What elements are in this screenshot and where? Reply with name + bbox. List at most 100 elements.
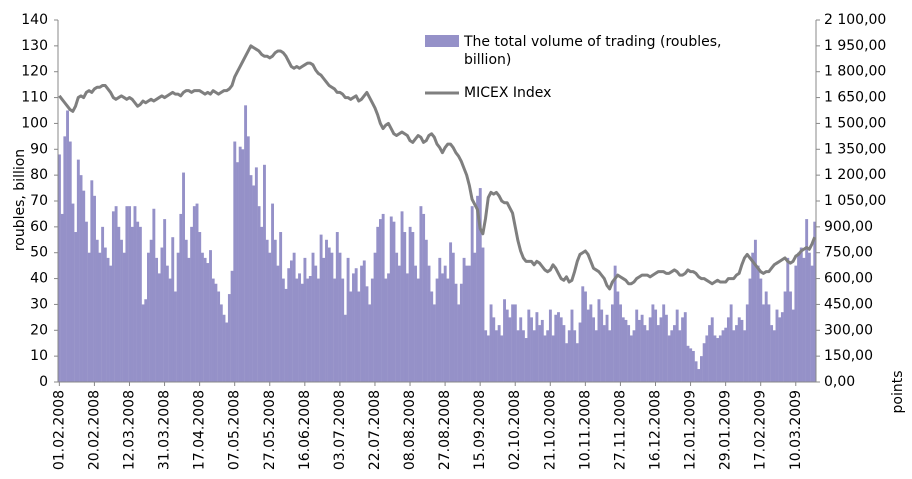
bar bbox=[103, 247, 107, 382]
bar bbox=[352, 273, 355, 382]
bar bbox=[772, 330, 776, 382]
y2-tick-label: 1 050,00 bbox=[824, 193, 886, 209]
bar bbox=[664, 314, 668, 382]
bar bbox=[492, 317, 496, 382]
bar bbox=[400, 211, 404, 382]
bar bbox=[430, 291, 434, 382]
bar bbox=[236, 162, 239, 382]
bar bbox=[786, 257, 790, 382]
y2-tick-label: 1 650,00 bbox=[824, 90, 886, 106]
bar bbox=[500, 335, 504, 382]
bar bbox=[138, 226, 142, 382]
bar bbox=[257, 206, 261, 382]
bar bbox=[327, 247, 331, 382]
x-tick-label: 01.02.2008 bbox=[51, 390, 67, 470]
bar bbox=[478, 188, 482, 382]
legend-bar-swatch bbox=[425, 35, 459, 47]
bar bbox=[654, 309, 658, 382]
bar bbox=[273, 239, 277, 382]
bar bbox=[794, 265, 798, 382]
bar bbox=[98, 252, 102, 382]
bar bbox=[265, 239, 269, 382]
legend-line-label: MICEX Index bbox=[464, 85, 552, 101]
bar bbox=[497, 325, 501, 382]
bar bbox=[330, 252, 334, 382]
bar bbox=[238, 146, 242, 382]
bar bbox=[516, 330, 520, 382]
bar bbox=[225, 322, 229, 382]
legend-bar-label: The total volume of trading (roubles, bi… bbox=[464, 34, 722, 68]
bar bbox=[130, 226, 134, 382]
bar bbox=[519, 317, 523, 382]
bar bbox=[66, 110, 69, 382]
bar bbox=[249, 175, 253, 382]
bar bbox=[84, 221, 88, 382]
bar bbox=[810, 265, 814, 382]
bar bbox=[192, 206, 196, 382]
bar bbox=[694, 361, 698, 382]
bar bbox=[252, 185, 256, 382]
index-line bbox=[58, 44, 817, 291]
bar bbox=[780, 312, 784, 382]
bar bbox=[538, 325, 542, 382]
bar bbox=[584, 291, 587, 382]
bar bbox=[79, 175, 83, 382]
bar bbox=[365, 286, 369, 382]
bar bbox=[451, 252, 455, 382]
bar bbox=[632, 330, 636, 382]
bar bbox=[122, 252, 126, 382]
bar bbox=[476, 195, 480, 382]
bar bbox=[271, 203, 275, 382]
y-tick-label: 50 bbox=[30, 245, 48, 261]
bar bbox=[718, 335, 722, 382]
bar bbox=[233, 141, 237, 382]
bar bbox=[292, 252, 296, 382]
bar bbox=[708, 325, 711, 382]
bar bbox=[287, 268, 291, 382]
bar bbox=[308, 275, 312, 382]
bar bbox=[244, 105, 248, 382]
bar bbox=[179, 213, 183, 382]
bar bbox=[379, 219, 382, 382]
bar bbox=[511, 304, 515, 382]
bar bbox=[319, 234, 323, 382]
bar bbox=[592, 317, 596, 382]
x-tick-label: 16.06.2008 bbox=[297, 390, 313, 470]
bar bbox=[338, 252, 342, 382]
bar bbox=[63, 136, 67, 382]
bar bbox=[486, 335, 490, 382]
bar bbox=[335, 232, 339, 382]
bar bbox=[435, 278, 439, 382]
x-tick-label: 07.05.2008 bbox=[227, 390, 243, 470]
bar bbox=[362, 260, 366, 382]
bar bbox=[799, 247, 803, 382]
bar bbox=[729, 304, 733, 382]
bar bbox=[748, 278, 752, 382]
bar bbox=[303, 257, 307, 382]
x-tick-label: 16.12.2008 bbox=[647, 390, 663, 470]
bar bbox=[789, 291, 792, 382]
x-tick-label: 15.09.2008 bbox=[472, 390, 488, 470]
bar bbox=[565, 343, 569, 382]
bar bbox=[597, 299, 601, 382]
bar bbox=[751, 252, 755, 382]
bar bbox=[770, 325, 774, 382]
bar bbox=[87, 252, 91, 382]
bar bbox=[438, 257, 442, 382]
bar bbox=[128, 206, 132, 382]
bar bbox=[713, 335, 717, 382]
bar bbox=[527, 309, 531, 382]
bar bbox=[635, 309, 639, 382]
x-tick-label: 21.10.2008 bbox=[542, 390, 558, 470]
bar bbox=[152, 208, 156, 382]
bar bbox=[443, 265, 447, 382]
bar bbox=[767, 304, 771, 382]
x-tick-label: 08.08.2008 bbox=[402, 390, 418, 470]
bar bbox=[686, 345, 690, 382]
bar bbox=[155, 257, 159, 382]
bar bbox=[349, 291, 353, 382]
bar bbox=[376, 226, 380, 382]
y2-tick-label: 1 800,00 bbox=[824, 64, 886, 80]
bar bbox=[454, 283, 458, 382]
